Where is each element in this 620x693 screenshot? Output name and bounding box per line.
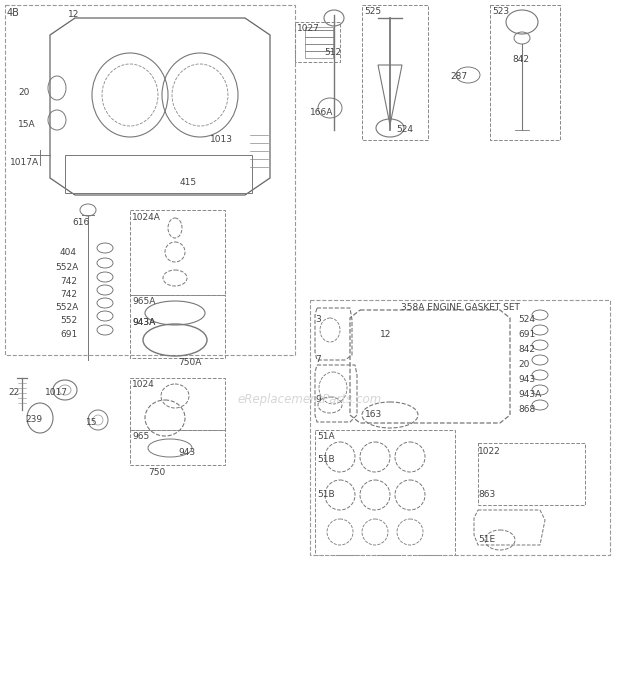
Text: 742: 742: [60, 290, 77, 299]
Text: 1017A: 1017A: [10, 158, 39, 167]
Text: 51B: 51B: [317, 490, 335, 499]
Text: 20: 20: [18, 88, 29, 97]
Text: 750A: 750A: [178, 358, 202, 367]
Text: 4B: 4B: [7, 8, 20, 18]
Text: 163: 163: [365, 410, 383, 419]
Text: 239: 239: [25, 415, 42, 424]
Text: 943: 943: [178, 448, 195, 457]
Bar: [130, 210, 225, 295]
Text: 868: 868: [518, 405, 535, 414]
Text: 15: 15: [86, 418, 97, 427]
Text: 1022: 1022: [478, 447, 501, 456]
Text: 1013: 1013: [210, 135, 233, 144]
Text: 842: 842: [518, 345, 535, 354]
Bar: [295, 22, 340, 62]
Text: 358A ENGINE GASKET SET: 358A ENGINE GASKET SET: [401, 303, 520, 312]
Bar: [5, 5, 295, 355]
Bar: [130, 295, 225, 358]
Text: 691: 691: [60, 330, 78, 339]
Text: 691: 691: [518, 330, 535, 339]
Text: 943A: 943A: [518, 390, 541, 399]
Bar: [305, 27, 333, 58]
Text: 51B: 51B: [317, 455, 335, 464]
Text: 51E: 51E: [478, 535, 495, 544]
Text: 1017: 1017: [45, 388, 68, 397]
Text: 7: 7: [315, 355, 321, 364]
Text: 166A: 166A: [310, 108, 334, 117]
Text: 51A: 51A: [317, 432, 335, 441]
Bar: [362, 5, 428, 140]
Bar: [315, 430, 455, 555]
Bar: [130, 378, 225, 430]
Text: 512: 512: [324, 48, 341, 57]
Text: 965: 965: [132, 432, 149, 441]
Text: 1024A: 1024A: [132, 213, 161, 222]
Bar: [490, 5, 560, 140]
Text: 552: 552: [60, 316, 77, 325]
Text: 943A: 943A: [132, 318, 155, 327]
Bar: [478, 443, 585, 505]
Text: 742: 742: [60, 277, 77, 286]
Text: 524: 524: [396, 125, 413, 134]
Text: 9: 9: [315, 395, 321, 404]
Text: 22: 22: [8, 388, 19, 397]
Text: 524: 524: [518, 315, 535, 324]
Bar: [310, 300, 610, 555]
Text: 525: 525: [364, 7, 381, 16]
Text: 20: 20: [518, 360, 529, 369]
Text: 415: 415: [180, 178, 197, 187]
Text: 12: 12: [380, 330, 391, 339]
Text: 287: 287: [450, 72, 467, 81]
Text: eReplacementParts.com: eReplacementParts.com: [238, 394, 382, 407]
Text: 863: 863: [478, 490, 495, 499]
Bar: [130, 430, 225, 465]
Text: 552A: 552A: [55, 263, 78, 272]
Text: 404: 404: [60, 248, 77, 257]
Text: 15A: 15A: [18, 120, 35, 129]
Text: 3: 3: [315, 315, 321, 324]
Text: 1027: 1027: [297, 24, 320, 33]
Text: 943A: 943A: [132, 318, 155, 327]
Text: 1024: 1024: [132, 380, 155, 389]
Text: 523: 523: [492, 7, 509, 16]
Text: 12: 12: [68, 10, 79, 19]
Text: 842: 842: [512, 55, 529, 64]
Text: 750: 750: [148, 468, 166, 477]
Text: 552A: 552A: [55, 303, 78, 312]
Text: 616: 616: [72, 218, 89, 227]
Text: 943: 943: [518, 375, 535, 384]
Text: 965A: 965A: [132, 297, 156, 306]
